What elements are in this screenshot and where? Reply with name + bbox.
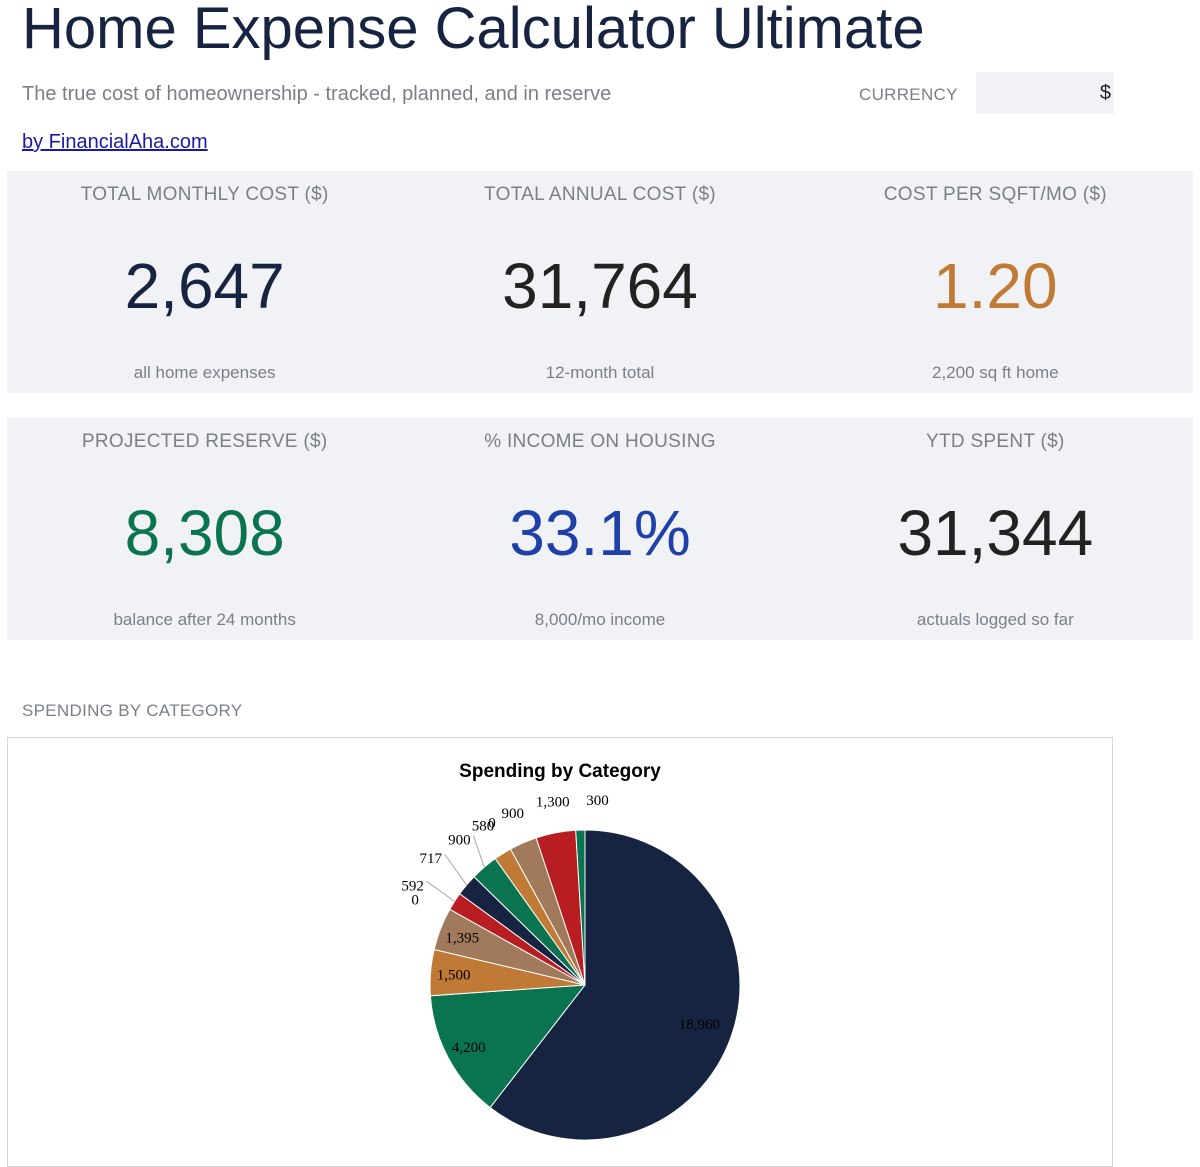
kpi-label: TOTAL ANNUAL COST ($) — [484, 184, 716, 205]
section-label: SPENDING BY CATEGORY — [22, 701, 243, 720]
kpi-value: 2,647 — [124, 250, 285, 322]
pie-data-label: 1,300 — [536, 794, 570, 810]
pie-data-label: 592 — [401, 878, 424, 894]
pie-slice[interactable] — [489, 829, 741, 1141]
pie-data-label: 900 — [501, 806, 524, 822]
kpi-projected-reserve: PROJECTED RESERVE ($) 8,308 balance afte… — [7, 418, 402, 640]
currency-input[interactable] — [976, 72, 1114, 114]
leader-line — [472, 835, 485, 868]
kpi-caption: all home expenses — [133, 363, 276, 382]
currency-label: CURRENCY — [859, 85, 958, 104]
page-title: Home Expense Calculator Ultimate — [22, 0, 925, 61]
kpi-row-1: TOTAL MONTHLY COST ($) 2,647 all home ex… — [7, 171, 1193, 393]
kpi-ytd-spent: YTD SPENT ($) 31,344 actuals logged so f… — [798, 418, 1193, 640]
kpi-label: % INCOME ON HOUSING — [484, 431, 716, 452]
kpi-label: PROJECTED RESERVE ($) — [81, 431, 328, 452]
pie-data-label: 0 — [411, 893, 419, 909]
pie-slice[interactable] — [575, 829, 586, 986]
kpi-value: 1.20 — [933, 250, 1058, 322]
byline-link[interactable]: by FinancialAha.com — [22, 131, 208, 153]
chart-title: Spending by Category — [459, 761, 661, 782]
kpi-total-monthly-cost: TOTAL MONTHLY COST ($) 2,647 all home ex… — [7, 171, 402, 393]
pie-chart-svg: Spending by Category 18,960 4,200 1,500 1,3… — [401, 761, 741, 1141]
pie-data-label: 300 — [586, 793, 609, 809]
kpi-income-on-housing: % INCOME ON HOUSING 33.1% 8,000/mo incom… — [402, 418, 797, 640]
leader-line — [426, 880, 455, 902]
pie-data-label: 900 — [448, 832, 471, 848]
kpi-label: TOTAL MONTHLY COST ($) — [80, 184, 329, 205]
pie-data-label: 717 — [419, 851, 442, 867]
pie-data-label: 18,960 — [679, 1017, 720, 1033]
kpi-value: 31,764 — [502, 250, 698, 322]
pie-data-label: 1,395 — [445, 930, 479, 946]
kpi-caption: 12-month total — [545, 363, 655, 382]
kpi-caption: balance after 24 months — [113, 610, 296, 629]
pie-data-label: 0 — [488, 815, 496, 831]
kpi-total-annual-cost: TOTAL ANNUAL COST ($) 31,764 12-month to… — [402, 171, 797, 393]
kpi-value: 8,308 — [124, 497, 285, 569]
spending-chart[interactable]: Spending by Category 18,960 4,200 1,500 1,3… — [7, 737, 1113, 1167]
leader-line — [444, 853, 467, 886]
pie-slice[interactable] — [429, 984, 587, 1109]
kpi-cost-per-sqft: COST PER SQFT/MO ($) 1.20 2,200 sq ft ho… — [798, 171, 1193, 393]
kpi-value: 31,344 — [897, 497, 1094, 569]
kpi-value: 33.1% — [509, 497, 691, 569]
kpi-row-2: PROJECTED RESERVE ($) 8,308 balance afte… — [7, 418, 1193, 640]
kpi-label: COST PER SQFT/MO ($) — [883, 184, 1107, 205]
kpi-caption: actuals logged so far — [916, 610, 1074, 629]
pie-data-label: 580 — [472, 819, 495, 835]
pie-data-label: 1,500 — [437, 967, 471, 983]
pie-data-label: 4,200 — [452, 1040, 486, 1056]
kpi-label: YTD SPENT ($) — [925, 431, 1065, 452]
kpi-caption: 8,000/mo income — [534, 610, 666, 629]
page-subtitle: The true cost of homeownership - tracked… — [22, 83, 612, 105]
kpi-caption: 2,200 sq ft home — [932, 363, 1059, 382]
